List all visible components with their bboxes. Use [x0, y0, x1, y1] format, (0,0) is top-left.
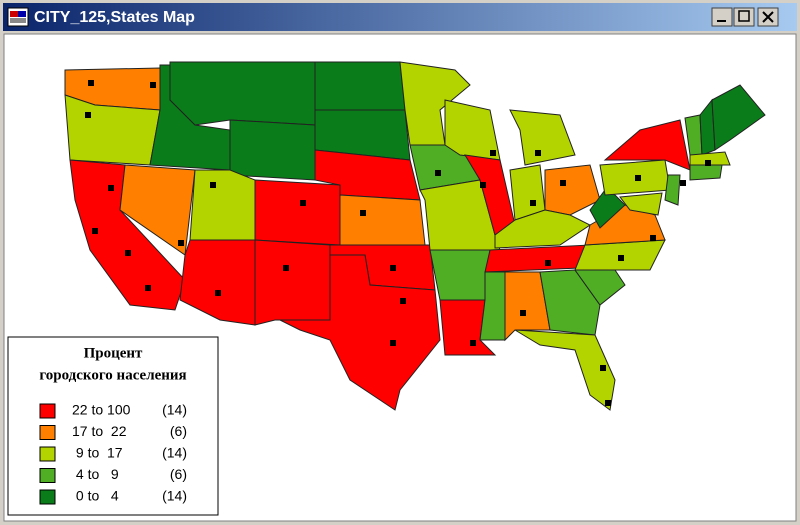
legend-swatch	[39, 489, 56, 505]
legend-range: 9 to 17	[72, 445, 123, 461]
legend-swatch	[39, 403, 56, 419]
legend-range: 22 to 100	[72, 402, 131, 418]
legend-swatch	[39, 468, 56, 483]
maximize-button[interactable]	[733, 7, 755, 27]
legend-title: Процент	[84, 345, 143, 361]
legend-count: (6)	[170, 423, 187, 439]
legend-items: 22 to 100 (14) 17 to 22 (6) 9 to 17 (14) 4 t…	[39, 402, 187, 505]
window-icon	[7, 7, 29, 27]
close-button[interactable]	[757, 7, 779, 27]
legend-count: (14)	[162, 488, 187, 504]
minimize-button[interactable]	[711, 7, 733, 27]
legend-swatch	[39, 446, 56, 462]
states	[64, 61, 766, 411]
legend-range: 0 to 4	[72, 488, 119, 504]
legend-count: (14)	[162, 445, 187, 461]
window-title: CITY_125,States Map	[34, 9, 195, 26]
legend-range: 4 to 9	[72, 466, 119, 482]
legend-count: (14)	[162, 402, 187, 418]
legend-range: 17 to 22	[72, 423, 127, 439]
title-bar	[3, 3, 797, 31]
legend-swatch	[39, 425, 56, 440]
legend-title: городского населения	[39, 367, 186, 383]
legend-count: (6)	[170, 466, 187, 482]
city-markers	[85, 80, 711, 406]
